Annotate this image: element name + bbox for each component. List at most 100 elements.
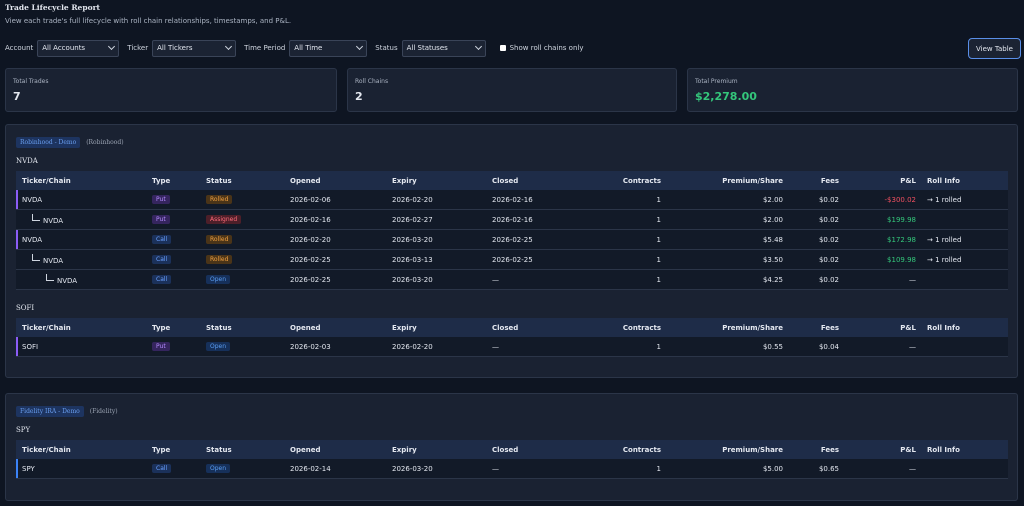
- cell: 2026-02-06: [284, 190, 386, 210]
- ticker: SPY: [22, 464, 35, 473]
- pnl: —: [909, 464, 916, 473]
- cell: —: [486, 337, 596, 357]
- opened: 2026-02-06: [290, 195, 331, 204]
- premium: $5.48: [762, 235, 783, 244]
- cell: 2026-03-20: [386, 269, 486, 290]
- column-header: Type: [146, 171, 200, 190]
- filter-label: Ticker: [127, 44, 149, 52]
- cell: $0.02: [788, 249, 844, 270]
- trade-row: NVDA Put Rolled 2026-02-06 2026-02-20 2026-02…: [16, 190, 1008, 210]
- filter-select[interactable]: All Statuses: [401, 39, 486, 57]
- opened: 2026-02-20: [290, 235, 331, 244]
- stat-card: Total Trades 7: [5, 68, 337, 112]
- premium: $0.55: [762, 342, 783, 351]
- column-header: Premium/Share: [666, 318, 788, 337]
- cell: $109.98: [844, 249, 921, 270]
- column-header: Opened: [284, 440, 386, 459]
- filter-value: All Statuses: [406, 44, 448, 52]
- status-badge: Open: [206, 464, 231, 473]
- cell: 1: [596, 269, 666, 290]
- pnl: $172.98: [887, 235, 916, 244]
- opened: 2026-02-25: [290, 275, 331, 284]
- cell: $0.65: [788, 459, 844, 479]
- column-header: Roll Info: [921, 440, 1008, 459]
- cell: $5.48: [666, 229, 788, 250]
- column-header: Closed: [486, 318, 596, 337]
- column-header: Fees: [788, 318, 844, 337]
- account-badge: Fidelity IRA - Demo: [16, 405, 84, 417]
- roll: → 1 rolled: [927, 255, 962, 264]
- cell: [921, 337, 1008, 357]
- cell: $199.98: [844, 209, 921, 230]
- contracts: 1: [656, 275, 661, 284]
- view-table-button[interactable]: View Table: [968, 38, 1021, 59]
- cell: 2026-02-16: [486, 190, 596, 210]
- expiry: 2026-02-27: [392, 215, 433, 224]
- column-header: Contracts: [596, 171, 666, 190]
- column-header: Expiry: [386, 440, 486, 459]
- cell: [921, 269, 1008, 290]
- header-row: Ticker/Chain Type Status Opened Expiry Closed…: [16, 171, 1008, 190]
- trade-row: NVDA Put Assigned 2026-02-16 2026-02-27 2026-…: [16, 209, 1008, 230]
- stat-card: Roll Chains 2: [347, 68, 677, 112]
- pnl: —: [909, 342, 916, 351]
- ticker-cell: NVDA: [22, 196, 42, 204]
- trade-row: SPY Call Open 2026-02-14 2026-03-20 — 1 $5.00 $0…: [16, 459, 1008, 479]
- cell: [921, 459, 1008, 479]
- trade-row: NVDA Call Open 2026-02-25 2026-03-20 — 1 $4.25 $…: [16, 269, 1008, 290]
- cell: Rolled: [200, 190, 284, 210]
- filter-select[interactable]: All Tickers: [152, 39, 237, 57]
- ticker: NVDA: [57, 277, 78, 285]
- stat-card: Total Premium $2,278.00: [687, 68, 1018, 112]
- ticker-cell: NVDA: [22, 236, 42, 244]
- column-header: P&L: [844, 318, 921, 337]
- checkbox[interactable]: [499, 45, 506, 51]
- filter-label: Account: [5, 44, 34, 52]
- account-card: Robinhood - Demo (Robinhood) NVDA Ticker/Ch…: [5, 124, 1018, 378]
- cell: 2026-02-14: [284, 459, 386, 479]
- cell: Put: [146, 209, 200, 230]
- ticker: NVDA: [43, 217, 64, 225]
- checkbox-label: Show roll chains only: [509, 44, 584, 52]
- column-header: Status: [200, 171, 284, 190]
- filter-label: Status: [375, 44, 398, 52]
- cell: 2026-02-03: [284, 337, 386, 357]
- column-header: Closed: [486, 171, 596, 190]
- status-badge: Open: [206, 275, 231, 284]
- stat-label: Total Premium: [695, 78, 738, 85]
- cell: 2026-02-20: [386, 337, 486, 357]
- cell: $2.00: [666, 209, 788, 230]
- type-badge: Call: [152, 464, 172, 473]
- cell: $172.98: [844, 229, 921, 250]
- cell: $0.04: [788, 337, 844, 357]
- cell: $0.02: [788, 229, 844, 250]
- fees: $0.04: [818, 342, 839, 351]
- filter-select[interactable]: All Accounts: [37, 39, 120, 57]
- cell: Call: [146, 229, 200, 250]
- stat-label: Roll Chains: [355, 78, 389, 85]
- ticker-cell: SOFI: [22, 343, 38, 351]
- cell: Call: [146, 269, 200, 290]
- closed: 2026-02-16: [492, 195, 533, 204]
- closed: 2026-02-25: [492, 255, 533, 264]
- closed: —: [492, 464, 499, 473]
- type-badge: Call: [152, 275, 172, 284]
- filter-select[interactable]: All Time: [289, 39, 368, 57]
- stat-label: Total Trades: [13, 78, 49, 85]
- stat-value: 7: [13, 90, 21, 103]
- column-header: Roll Info: [921, 171, 1008, 190]
- cell: Rolled: [200, 229, 284, 250]
- cell: Put: [146, 337, 200, 357]
- cell: $3.50: [666, 249, 788, 270]
- group-title: NVDA: [16, 157, 38, 165]
- pnl: -$300.02: [884, 195, 916, 204]
- trade-row: NVDA Call Rolled 2026-02-25 2026-03-13 2026-0…: [16, 249, 1008, 270]
- column-header: Contracts: [596, 318, 666, 337]
- opened: 2026-02-25: [290, 255, 331, 264]
- closed: 2026-02-25: [492, 235, 533, 244]
- status-badge: Rolled: [206, 255, 233, 264]
- cell: —: [844, 269, 921, 290]
- closed: —: [492, 342, 499, 351]
- cell: $0.55: [666, 337, 788, 357]
- cell: 2026-02-20: [284, 229, 386, 250]
